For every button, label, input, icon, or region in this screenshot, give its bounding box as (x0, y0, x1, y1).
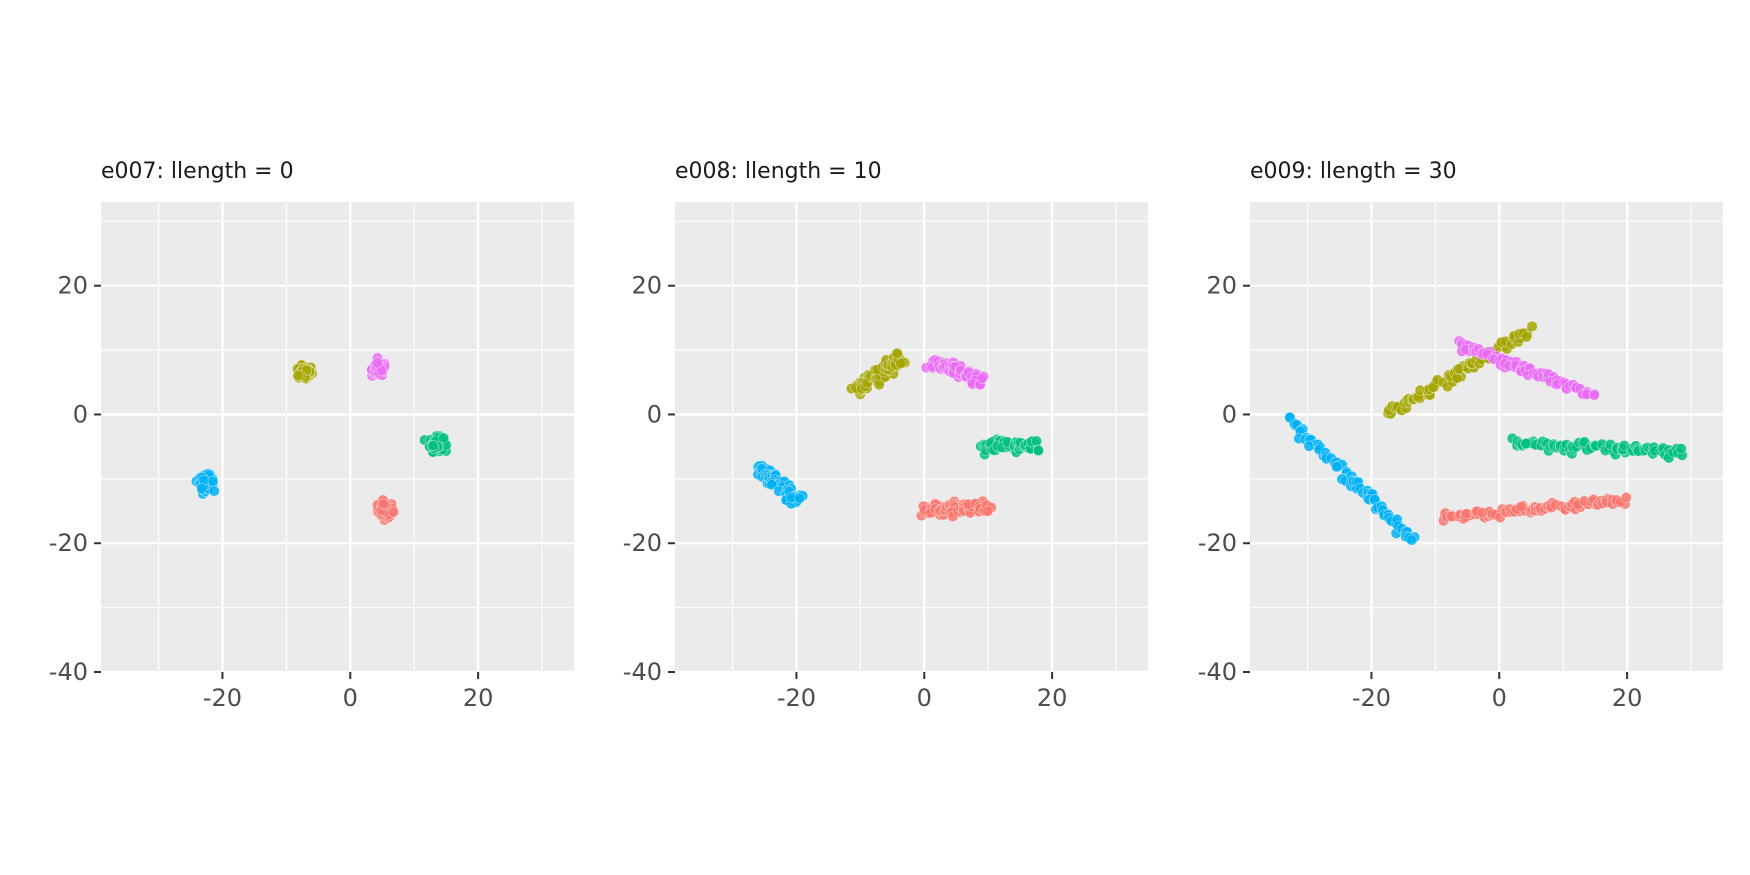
data-point (388, 506, 400, 518)
axes: -20 0 20 -40 -20 0 20 (623, 272, 1068, 712)
cluster-4 (752, 460, 809, 510)
data-point (1515, 501, 1527, 513)
y-tick-label: 0 (647, 400, 662, 428)
panel-title: e007: llength = 0 (101, 159, 294, 184)
cluster-5 (1453, 335, 1600, 401)
gridlines (1250, 202, 1723, 672)
cluster-2 (845, 347, 911, 400)
data-point (371, 357, 383, 369)
x-tick-label: 0 (917, 684, 932, 712)
axes: -20 0 20 -40 -20 0 20 (49, 272, 494, 712)
y-tick-label: -40 (1198, 658, 1237, 686)
y-tick-label: 20 (1206, 272, 1237, 300)
x-tick-label: 20 (1612, 684, 1643, 712)
data-point (1675, 443, 1687, 455)
data-point (427, 440, 439, 452)
data-point (208, 485, 220, 497)
data-point (377, 498, 389, 510)
axes: -20 0 20 -40 -20 0 20 (1198, 272, 1643, 712)
x-tick-label: 20 (463, 684, 494, 712)
cluster-1 (1438, 492, 1632, 527)
data-point (891, 347, 903, 359)
panel-3: e009: llength = 30 -20 0 20 -40 -20 0 20 (1198, 159, 1723, 712)
x-tick-label: 20 (1037, 684, 1068, 712)
y-tick-label: -40 (623, 658, 662, 686)
y-tick-label: -20 (1198, 529, 1237, 557)
data-point (1521, 331, 1533, 343)
cluster-5 (920, 354, 990, 391)
points (1284, 320, 1688, 546)
cluster-1 (372, 494, 400, 526)
panel-2: e008: llength = 10 -20 0 20 -40 -20 0 20 (623, 159, 1148, 712)
data-point (794, 492, 806, 504)
cluster-4 (1284, 411, 1421, 546)
panel-background (101, 202, 574, 672)
y-tick-label: 20 (631, 272, 662, 300)
gridlines (675, 202, 1148, 672)
cluster-5 (366, 352, 391, 382)
x-tick-label: 0 (343, 684, 358, 712)
data-point (1331, 461, 1343, 473)
x-tick-label: -20 (777, 684, 816, 712)
gridlines (101, 202, 574, 672)
points (752, 347, 1044, 522)
y-tick-label: 0 (1222, 400, 1237, 428)
y-tick-label: 20 (57, 272, 88, 300)
x-tick-label: -20 (1352, 684, 1391, 712)
y-tick-label: -20 (49, 529, 88, 557)
points (190, 352, 452, 526)
panel-title: e009: llength = 30 (1250, 159, 1457, 184)
data-point (1406, 534, 1418, 546)
data-point (1520, 438, 1532, 450)
data-point (982, 505, 994, 517)
x-tick-label: 0 (1492, 684, 1507, 712)
cluster-3 (419, 430, 452, 458)
cluster-3 (975, 433, 1044, 460)
cluster-2 (292, 359, 318, 384)
data-point (1032, 445, 1044, 457)
y-tick-label: -20 (623, 529, 662, 557)
y-tick-label: 0 (73, 400, 88, 428)
panel-1: e007: llength = 0 -20 0 20 -40 -20 0 20 (49, 159, 574, 712)
data-point (1620, 492, 1632, 504)
data-point (438, 432, 450, 444)
data-point (292, 370, 304, 382)
cluster-1 (915, 495, 997, 522)
data-point (976, 372, 988, 384)
panel-background (675, 202, 1148, 672)
panel-background (1250, 202, 1723, 672)
panel-title: e008: llength = 10 (675, 159, 882, 184)
cluster-3 (1506, 432, 1688, 464)
x-tick-label: -20 (203, 684, 242, 712)
data-point (895, 357, 907, 369)
cluster-4 (190, 468, 220, 500)
y-tick-label: -40 (49, 658, 88, 686)
data-point (196, 482, 208, 494)
data-point (1303, 440, 1315, 452)
data-point (1588, 389, 1600, 401)
data-point (1031, 435, 1043, 447)
data-point (1526, 320, 1538, 332)
